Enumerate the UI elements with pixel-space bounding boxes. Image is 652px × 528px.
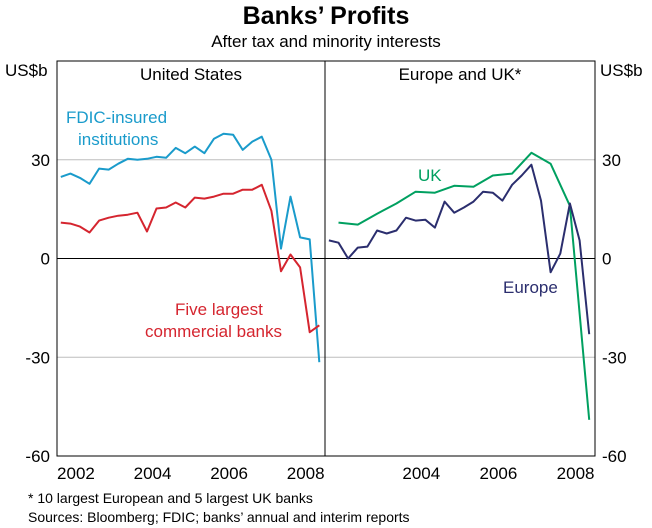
- y-tick-label-left: 0: [41, 250, 50, 269]
- x-tick-label: 2002: [57, 464, 95, 483]
- chart-subtitle: After tax and minority interests: [211, 32, 441, 51]
- y-tick-label-right: -60: [602, 447, 627, 466]
- x-tick-label: 2006: [210, 464, 248, 483]
- series-label-uk: UK: [418, 166, 442, 185]
- series-label-five-largest-1: Five largest: [175, 300, 263, 319]
- y-tick-label-right: -30: [602, 348, 627, 367]
- footnote: * 10 largest European and 5 largest UK b…: [28, 490, 313, 506]
- series-line-fdic-insured-institutions: [60, 132, 321, 363]
- series-label-fdic-1: FDIC-insured: [66, 108, 167, 127]
- x-tick-label: 2008: [287, 464, 325, 483]
- series-label-five-largest-2: commercial banks: [145, 322, 282, 341]
- y-axis-label-left: US$b: [5, 61, 48, 80]
- sources: Sources: Bloomberg; FDIC; banks’ annual …: [28, 509, 410, 525]
- chart-title: Banks’ Profits: [243, 2, 410, 30]
- x-tick-label: 2008: [557, 464, 595, 483]
- y-tick-label-right: 0: [602, 250, 611, 269]
- y-axis-label-right: US$b: [600, 61, 643, 80]
- x-tick-label: 2006: [480, 464, 518, 483]
- y-tick-label-left: 30: [31, 151, 50, 170]
- series-label-europe: Europe: [503, 278, 558, 297]
- y-tick-label-right: 30: [602, 151, 621, 170]
- series-line-uk: [338, 151, 591, 420]
- panel-title-us: United States: [140, 65, 242, 84]
- series-label-fdic-2: institutions: [78, 130, 158, 149]
- y-tick-label-left: -30: [25, 348, 50, 367]
- y-tick-label-left: -60: [25, 447, 50, 466]
- panel-title-europe: Europe and UK*: [399, 65, 522, 84]
- x-tick-label: 2004: [402, 464, 440, 483]
- series-line-five-largest-commercial-banks: [60, 183, 320, 334]
- series-line-europe: [328, 163, 591, 335]
- x-tick-label: 2004: [134, 464, 172, 483]
- plot-frame: [56, 60, 596, 457]
